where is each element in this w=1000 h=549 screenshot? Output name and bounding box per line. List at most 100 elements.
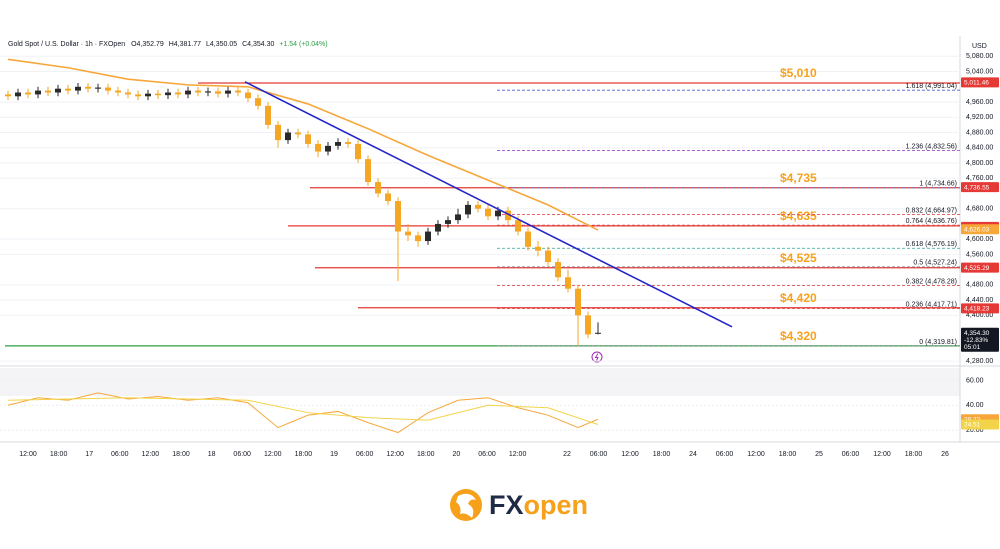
candle-body: [495, 210, 501, 217]
y-tick-label: 4,960.00: [966, 99, 993, 106]
candle-body: [255, 98, 261, 106]
x-tick-label: 12:00: [142, 451, 160, 458]
fib-label: 0.832 (4,664.97): [906, 207, 957, 214]
candle-body: [485, 208, 491, 217]
readout-change: +1.54 (+0.04%): [279, 41, 327, 48]
current-price-change: -12.83%: [964, 337, 988, 344]
price-tag-label: 24.51: [964, 422, 981, 429]
fib-label: 1 (4,734.66): [919, 181, 957, 188]
y-tick-label: 4,800.00: [966, 160, 993, 167]
y-tick-label: 4,400.00: [966, 312, 993, 319]
price-tag: [961, 77, 999, 88]
price-tag: [961, 419, 999, 430]
candle-body: [395, 201, 401, 232]
level-label: $4,320: [780, 329, 817, 343]
candle-body: [195, 90, 201, 93]
x-tick-label: 24: [689, 451, 697, 458]
price-tag: [961, 303, 999, 314]
level-label: $4,735: [780, 171, 817, 185]
candle-body: [575, 288, 581, 316]
logo: FXopen: [450, 489, 588, 521]
candle-body: [125, 92, 131, 95]
candle-body: [365, 159, 371, 183]
candle-body: [25, 92, 31, 95]
y-tick-label: 4,880.00: [966, 129, 993, 136]
candle-body: [225, 90, 231, 94]
price-tag-label: 4,626.03: [964, 226, 990, 233]
y-tick-label: 4,760.00: [966, 175, 993, 182]
fib-label: 1.236 (4,832.56): [906, 143, 957, 150]
price-tag: [961, 262, 999, 273]
y-tick-label: 4,600.00: [966, 236, 993, 243]
x-tick-label: 18:00: [779, 451, 797, 458]
symbol-title: Gold Spot / U.S. Dollar · 1h · FXOpen: [8, 41, 125, 48]
candle-body: [355, 143, 361, 160]
readout-open: O4,352.79: [131, 41, 164, 48]
price-tag-label: 4,525.29: [964, 265, 990, 272]
candle-body: [135, 94, 141, 97]
event-icon[interactable]: [591, 351, 603, 363]
candle-body: [345, 142, 351, 144]
rsi-tick-label: 40.00: [966, 402, 984, 409]
readout-close: C4,354.30: [242, 41, 274, 48]
x-tick-label: 18:00: [905, 451, 923, 458]
x-tick-label: 26: [941, 451, 949, 458]
fib-label: 0.236 (4,417.71): [906, 301, 957, 308]
y-tick-label: 5,040.00: [966, 68, 993, 75]
candle-body: [185, 90, 191, 95]
level-label: $4,635: [780, 209, 817, 223]
y-tick-label: 4,440.00: [966, 297, 993, 304]
x-tick-label: 25: [815, 451, 823, 458]
candle-body: [145, 93, 151, 97]
x-tick-label: 06:00: [111, 451, 129, 458]
logo-open: open: [524, 490, 589, 520]
candle-body: [585, 315, 591, 335]
candle-body: [385, 193, 391, 202]
x-tick-label: 18:00: [653, 451, 671, 458]
y-tick-label: 4,280.00: [966, 358, 993, 365]
x-tick-label: 12:00: [509, 451, 527, 458]
candle-body: [535, 246, 541, 251]
logo-emblem-mark: [456, 493, 476, 518]
candle-body: [235, 90, 241, 93]
x-tick-label: 06:00: [233, 451, 251, 458]
x-tick-label: 20: [453, 451, 461, 458]
currency: USD: [972, 43, 987, 50]
fib-label: 0.382 (4,478.28): [906, 278, 957, 285]
fib-label: 0.618 (4,576.19): [906, 241, 957, 248]
x-tick-label: 06:00: [842, 451, 860, 458]
candle-body: [565, 277, 571, 289]
candle-body: [115, 90, 121, 93]
current-price-label: 4,354.30: [964, 330, 990, 337]
trendline: [244, 81, 733, 328]
event-bolt: [594, 353, 599, 361]
candle-body: [35, 90, 41, 95]
candle-body: [505, 210, 511, 221]
candle-body: [275, 124, 281, 141]
level-label: $4,525: [780, 251, 817, 265]
candle-body: [325, 145, 331, 152]
readout-low: L4,350.05: [206, 41, 237, 48]
candle-body: [165, 92, 171, 96]
x-tick-label: 12:00: [264, 451, 282, 458]
x-tick-label: 17: [85, 451, 93, 458]
logo-fx: FX: [489, 490, 524, 520]
rsi-line: [7, 397, 599, 425]
candle-body: [245, 92, 251, 99]
x-tick-label: 06:00: [716, 451, 734, 458]
rsi-tick-label: 60.00: [966, 377, 984, 384]
x-tick-label: 06:00: [478, 451, 496, 458]
candle-body: [455, 214, 461, 221]
candle-body: [305, 134, 311, 144]
fib-label: 0 (4,319.81): [919, 339, 957, 346]
price-tag-label: 4,736.55: [964, 184, 990, 191]
candle-body: [335, 142, 341, 146]
candle-body: [75, 86, 81, 91]
fib-label: 0.5 (4,527.24): [913, 260, 957, 267]
candle-body: [445, 220, 451, 224]
x-tick-label: 18:00: [295, 451, 313, 458]
current-price-countdown: 05:01: [964, 344, 981, 351]
x-tick-label: 12:00: [19, 451, 37, 458]
